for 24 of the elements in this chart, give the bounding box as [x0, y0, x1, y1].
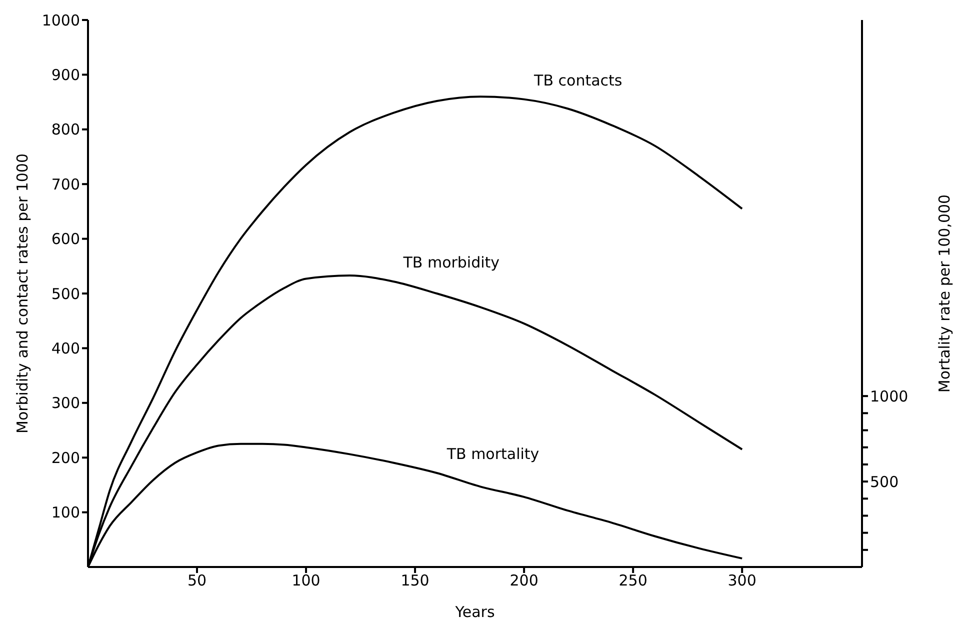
- series-label: TB contacts: [533, 71, 622, 90]
- series-label: TB mortality: [446, 444, 540, 463]
- x-tick-label: 200: [510, 572, 538, 590]
- x-tick-label: 150: [400, 572, 430, 590]
- y-tick-label: 900: [51, 66, 80, 84]
- y-tick-label: 100: [51, 504, 80, 522]
- x-tick-label: 50: [187, 572, 207, 590]
- y-tick-label: 700: [51, 175, 80, 194]
- x-tick-label: 250: [618, 572, 648, 590]
- y-tick-label: 300: [51, 394, 80, 412]
- series-label: TB morbidity: [402, 253, 500, 272]
- y-tick-label: 600: [51, 230, 80, 248]
- y2-axis-title: Mortality rate per 100,000: [935, 194, 954, 393]
- y-tick-label: 1000: [42, 11, 80, 30]
- y2-tick-label: 1000: [870, 387, 908, 406]
- x-tick-label: 100: [292, 572, 320, 590]
- y2-tick-label: 500: [870, 472, 899, 491]
- y-axis-title: Morbidity and contact rates per 1000: [13, 154, 32, 434]
- y-tick-label: 200: [51, 448, 80, 467]
- y-tick-label: 500: [51, 284, 80, 303]
- x-axis-title: Years: [454, 603, 495, 621]
- y-tick-label: 400: [51, 340, 80, 358]
- y-tick-label: 800: [51, 120, 80, 139]
- x-tick-label: 300: [728, 572, 756, 590]
